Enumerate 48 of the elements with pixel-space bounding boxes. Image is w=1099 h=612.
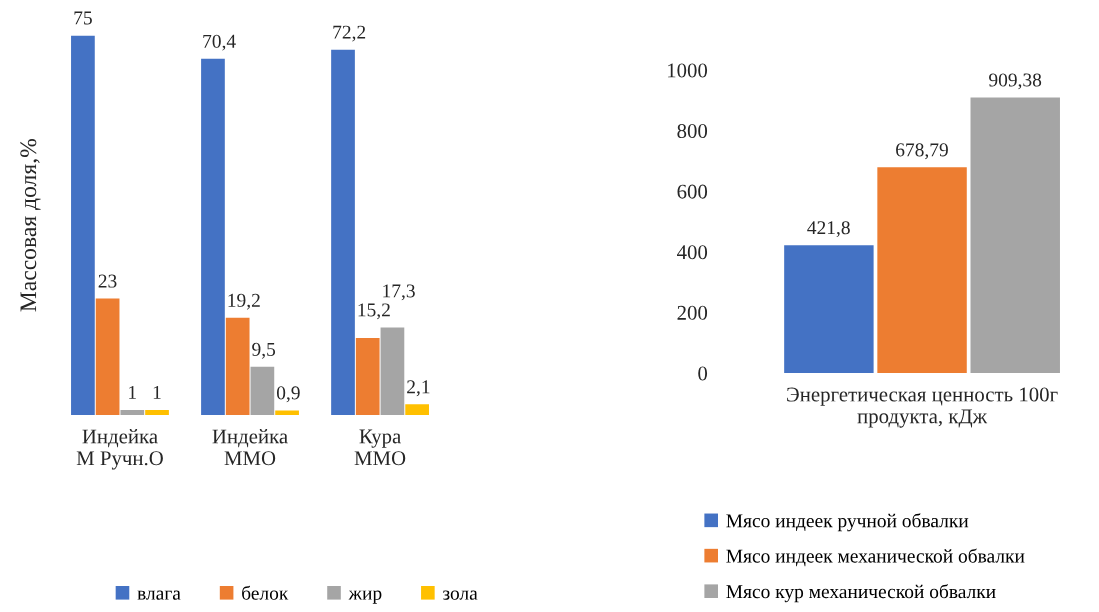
bar [225,317,250,415]
y-tick-label: 400 [677,245,708,260]
x-axis-title: Энергетическая ценность 100г продукта, кДж [787,387,1058,428]
bar [71,35,95,415]
data-label: 19,2 [228,293,260,310]
bar [250,366,275,415]
legend-label: белок [242,585,289,600]
data-label: 9,5 [252,342,276,359]
y-tick-label: 0 [698,366,708,381]
y-tick-label: 1000 [668,63,708,78]
data-label: 678,79 [896,143,948,160]
data-label: 2,1 [407,380,430,397]
data-label: 15,2 [358,303,390,320]
data-label: 23 [98,274,117,288]
bar [784,245,874,374]
legend-label: Мясо кур механической обвалки [726,584,996,603]
x-tick-label: Индейка ММО [212,429,288,466]
data-label: 0,9 [276,386,300,403]
data-label: 1 [129,385,136,399]
y-tick-label: 600 [677,184,708,199]
legend-label: зола [442,590,478,600]
legend-label: Мясо индеек ручной обвалки [726,513,969,532]
bar [120,409,145,415]
legend-label: жир [348,590,382,604]
bar [355,338,380,415]
data-label: 421,8 [807,221,850,238]
y-tick-label: 800 [677,123,708,139]
data-label: 75 [74,11,92,25]
bar [95,298,120,415]
legend-label: Мясо индеек механической обвалки [726,548,1025,567]
x-tick-label: Кура ММО [354,429,406,466]
bar [405,404,429,415]
data-label: 17,3 [383,284,415,301]
data-label: 909,38 [989,73,1042,90]
bar [275,410,299,415]
data-label: 72,2 [333,25,366,42]
data-label: 1 [153,385,161,399]
y-axis-title: Массовая доля,% [20,139,41,312]
x-tick-label: Индейка М Ручн.О [76,429,163,470]
bar [331,49,355,415]
bar [970,97,1060,374]
y-tick-label: 200 [677,305,708,320]
bar [201,58,225,415]
bar [380,327,405,415]
bar [877,167,967,374]
bar [145,409,169,415]
data-label: 70,4 [203,34,236,51]
legend-label: влага [137,590,181,600]
